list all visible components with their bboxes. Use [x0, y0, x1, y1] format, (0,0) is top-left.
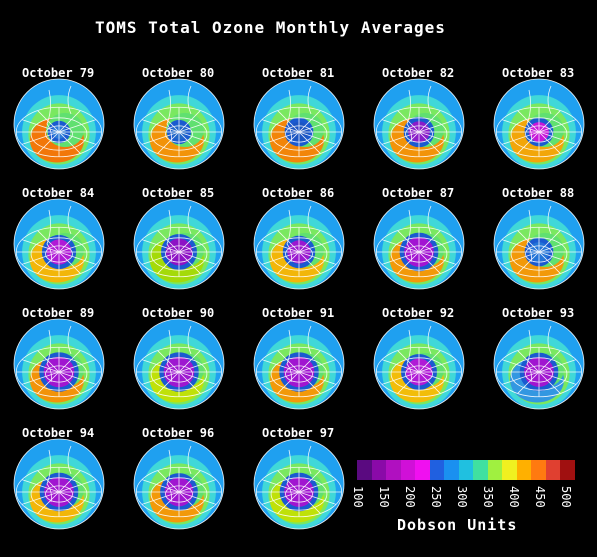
globe-panel: October 86	[248, 186, 368, 306]
panel-label: October 85	[142, 186, 215, 200]
scale-swatch	[371, 460, 387, 480]
scale-swatch	[386, 460, 401, 480]
panel-label: October 79	[22, 66, 95, 80]
globe-map	[133, 438, 225, 530]
panel-label: October 88	[502, 186, 575, 200]
globe-map	[253, 198, 345, 290]
globe-panel: October 80	[128, 66, 248, 186]
globe-panel: October 93	[488, 306, 597, 426]
scale-tick-label: 150	[377, 486, 391, 508]
globe-panel: October 97	[248, 426, 368, 546]
panel-label: October 84	[22, 186, 95, 200]
panel-label: October 82	[382, 66, 455, 80]
panel-label: October 89	[22, 306, 95, 320]
scale-tick-label: 500	[559, 486, 573, 508]
panel-label: October 80	[142, 66, 215, 80]
globe-map	[13, 198, 105, 290]
panel-label: October 81	[262, 66, 335, 80]
scale-swatch	[415, 460, 430, 480]
units-label: Dobson Units	[397, 516, 518, 534]
globe-panel: October 85	[128, 186, 248, 306]
panel-label: October 90	[142, 306, 215, 320]
globe-map	[13, 438, 105, 530]
scale-swatch	[473, 460, 488, 480]
globe-map	[373, 198, 465, 290]
scale-swatch	[502, 460, 517, 480]
panel-label: October 91	[262, 306, 335, 320]
panel-label: October 97	[262, 426, 335, 440]
globe-map	[493, 318, 585, 410]
globe-map	[493, 198, 585, 290]
globe-panel: October 83	[488, 66, 597, 186]
panel-label: October 86	[262, 186, 335, 200]
globe-panel: October 89	[8, 306, 128, 426]
globe-panel: October 92	[368, 306, 488, 426]
scale-tick-label: 100	[351, 486, 365, 508]
globe-panel: October 79	[8, 66, 128, 186]
globe-panel: October 94	[8, 426, 128, 546]
color-scale	[357, 460, 575, 480]
globe-map	[373, 318, 465, 410]
scale-swatch	[545, 460, 561, 480]
scale-tick-label: 300	[455, 486, 469, 508]
globe-map	[253, 438, 345, 530]
panel-label: October 96	[142, 426, 215, 440]
globe-panel: October 88	[488, 186, 597, 306]
globe-map	[13, 318, 105, 410]
globe-map	[133, 78, 225, 170]
scale-swatch	[444, 460, 459, 480]
globe-map	[133, 198, 225, 290]
globe-map	[493, 78, 585, 170]
scale-swatch	[487, 460, 503, 480]
globe-panel: October 81	[248, 66, 368, 186]
globe-map	[133, 318, 225, 410]
panel-label: October 93	[502, 306, 575, 320]
page-title: TOMS Total Ozone Monthly Averages	[95, 18, 446, 37]
panel-label: October 87	[382, 186, 455, 200]
globe-map	[253, 78, 345, 170]
scale-tick-label: 250	[429, 486, 443, 508]
globe-map	[253, 318, 345, 410]
scale-swatch	[400, 460, 416, 480]
globe-panel: October 87	[368, 186, 488, 306]
scale-swatch	[516, 460, 532, 480]
scale-ticks: 100 150 200 250 300 350 400 450 500	[351, 486, 575, 516]
scale-swatch	[458, 460, 474, 480]
panel-label: October 92	[382, 306, 455, 320]
globe-panel: October 84	[8, 186, 128, 306]
globe-panel: October 91	[248, 306, 368, 426]
globe-map	[373, 78, 465, 170]
scale-swatch	[357, 460, 372, 480]
scale-tick-label: 350	[481, 486, 495, 508]
scale-swatch	[560, 460, 575, 480]
panel-label: October 83	[502, 66, 575, 80]
scale-tick-label: 450	[533, 486, 547, 508]
globe-map	[13, 78, 105, 170]
scale-tick-label: 200	[403, 486, 417, 508]
globe-panel: October 90	[128, 306, 248, 426]
globe-panel: October 96	[128, 426, 248, 546]
scale-tick-label: 400	[507, 486, 521, 508]
color-legend: 100 150 200 250 300 350 400 450 500 Dobson Units	[351, 460, 575, 540]
scale-swatch	[429, 460, 445, 480]
scale-swatch	[531, 460, 546, 480]
panel-label: October 94	[22, 426, 95, 440]
globe-panel: October 82	[368, 66, 488, 186]
